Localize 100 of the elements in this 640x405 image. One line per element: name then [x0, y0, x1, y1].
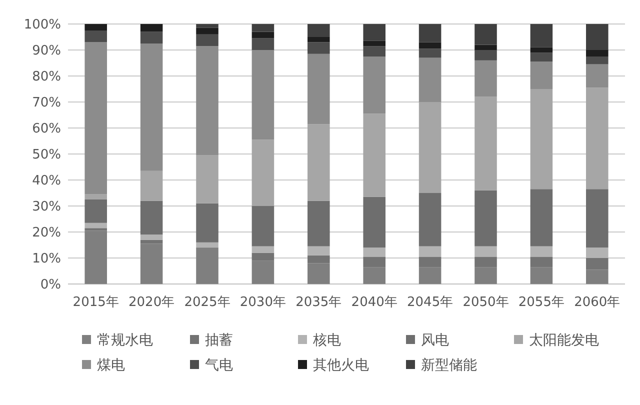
- y-tick-label: 0%: [40, 278, 61, 292]
- y-tick-label: 100%: [24, 18, 61, 32]
- x-tick-label: 2030年: [240, 295, 286, 310]
- y-tick-label: 70%: [32, 96, 61, 110]
- bar: [530, 52, 553, 62]
- bar: [140, 44, 163, 171]
- bar: [363, 56, 386, 114]
- bar: [140, 32, 163, 44]
- legend-label: 抽蓄: [205, 332, 233, 348]
- bar: [474, 60, 497, 97]
- bar: [474, 24, 497, 45]
- bar: [196, 24, 218, 28]
- bar: [418, 246, 442, 257]
- bar: [308, 54, 330, 124]
- bar: [84, 194, 107, 200]
- bar: [530, 246, 553, 257]
- bar: [474, 50, 497, 60]
- bar: [84, 42, 107, 194]
- bar: [84, 230, 107, 284]
- y-tick-label: 10%: [32, 252, 61, 266]
- bar: [530, 89, 553, 190]
- bar: [474, 44, 497, 50]
- bar: [140, 170, 163, 201]
- x-tick-label: 2060年: [574, 295, 620, 310]
- y-tick-label: 90%: [32, 44, 61, 58]
- bar: [196, 242, 218, 248]
- bar: [363, 196, 386, 248]
- bar: [418, 193, 442, 246]
- bar: [530, 189, 553, 246]
- bar: [418, 42, 442, 49]
- bar: [418, 48, 442, 58]
- x-tick-label: 2040年: [351, 295, 398, 310]
- legend-label: 常规水电: [97, 332, 153, 348]
- x-tick-label: 2045年: [407, 295, 454, 310]
- bar: [418, 24, 442, 42]
- legend-label: 气电: [205, 358, 233, 374]
- bar: [308, 42, 330, 54]
- bar: [586, 56, 608, 64]
- legend-label: 风电: [421, 332, 449, 348]
- x-tick-label: 2015年: [72, 295, 119, 310]
- y-tick-label: 20%: [32, 226, 61, 240]
- bar: [84, 222, 107, 228]
- bar: [196, 46, 218, 156]
- bar: [363, 46, 386, 56]
- bar: [84, 24, 107, 30]
- bar: [530, 62, 553, 89]
- bar: [308, 200, 330, 246]
- bar: [196, 34, 218, 46]
- legend-label: 煤电: [97, 358, 125, 374]
- bar: [474, 246, 497, 257]
- bar: [586, 248, 608, 258]
- x-tick-label: 2055年: [518, 295, 564, 310]
- bar: [196, 203, 218, 242]
- bar: [252, 206, 274, 246]
- bar: [84, 200, 107, 223]
- legend-label: 太阳能发电: [529, 332, 599, 348]
- bar: [363, 24, 386, 41]
- bar: [586, 189, 608, 248]
- bar: [252, 246, 274, 253]
- bar: [252, 140, 274, 206]
- bar: [308, 24, 330, 37]
- bar: [474, 190, 497, 246]
- bar: [196, 155, 218, 204]
- y-tick-label: 50%: [32, 148, 61, 162]
- y-tick-label: 30%: [32, 200, 61, 214]
- bar: [363, 40, 386, 46]
- x-tick-label: 2020年: [128, 295, 175, 310]
- bar: [140, 244, 163, 284]
- bar: [140, 234, 163, 240]
- bar: [252, 24, 274, 32]
- x-tick-label: 2050年: [462, 295, 509, 310]
- bar: [140, 200, 163, 235]
- bar: [252, 38, 274, 50]
- bar: [252, 32, 274, 38]
- bar: [308, 37, 330, 42]
- bar: [308, 246, 330, 256]
- bar: [586, 88, 608, 190]
- y-tick-label: 80%: [32, 70, 61, 84]
- bar: [530, 24, 553, 48]
- bar: [586, 64, 608, 88]
- x-tick-label: 2035年: [296, 295, 342, 310]
- bar: [474, 96, 497, 190]
- y-tick-label: 40%: [32, 174, 61, 188]
- bar: [140, 24, 163, 32]
- bar: [530, 47, 553, 53]
- legend-label: 其他火电: [313, 358, 369, 374]
- bar: [84, 30, 107, 42]
- y-tick-label: 60%: [32, 122, 61, 136]
- legend-label: 新型储能: [421, 358, 477, 374]
- bar: [252, 50, 274, 140]
- bar: [363, 114, 386, 197]
- bar: [196, 248, 218, 284]
- x-tick-label: 2025年: [184, 295, 230, 310]
- bar: [418, 102, 442, 193]
- bar: [586, 50, 608, 56]
- bar: [586, 24, 608, 50]
- bar: [308, 124, 330, 201]
- legend-label: 核电: [312, 332, 341, 348]
- bar: [363, 248, 386, 257]
- bar: [418, 58, 442, 102]
